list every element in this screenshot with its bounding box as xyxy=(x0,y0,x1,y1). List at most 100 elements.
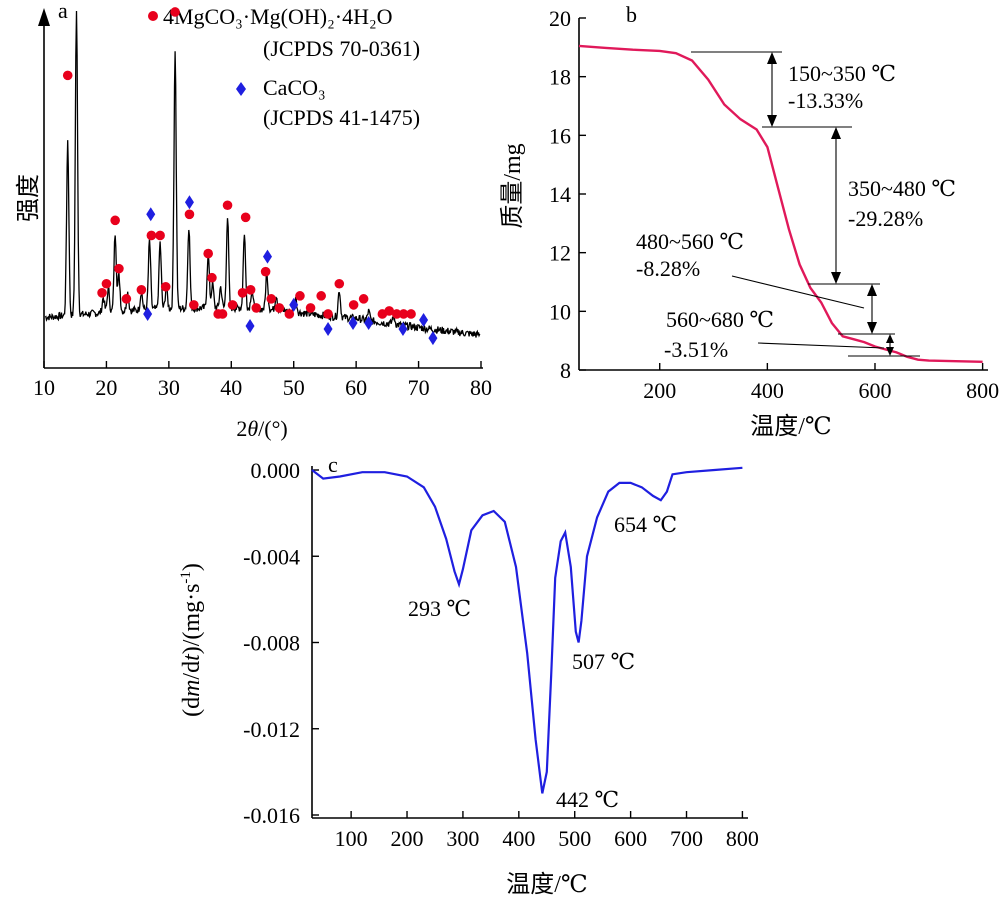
panel-a-legend: 4MgCO₃·Mg(OH)₂·4H₂O (JCPDS 70-0361) CaCO… xyxy=(148,4,420,130)
c-peak-label-507: 507 ℃ xyxy=(572,649,635,674)
a-ca-peak-marker xyxy=(245,319,255,334)
a-ca-peak-marker xyxy=(348,316,358,331)
b-y-tick-label: 16 xyxy=(549,123,571,148)
b-ann3-arrowhead-down xyxy=(867,322,877,334)
a-mg-peak-marker xyxy=(391,309,402,319)
panel-c-axes xyxy=(311,466,748,819)
a-mg-peak-marker xyxy=(217,309,228,319)
a-mg-peak-marker xyxy=(121,294,132,304)
a-mg-peak-marker xyxy=(240,212,251,223)
c-y-tick-label: -0.008 xyxy=(243,631,300,656)
c-x-tick-label: 100 xyxy=(335,826,368,851)
a-mg-peak-marker xyxy=(284,309,295,319)
a-mg-peak-marker xyxy=(222,200,233,211)
a-mg-peak-marker xyxy=(237,288,248,298)
c-peak-label-654: 654 ℃ xyxy=(614,512,677,537)
b-ann3-range: 480~560 ℃ xyxy=(636,229,744,254)
b-x-tick-label: 400 xyxy=(751,378,784,403)
panel-b-x-axis-label: 温度/℃ xyxy=(750,413,832,440)
c-y-tick-label: 0.000 xyxy=(251,458,301,483)
a-mg-peak-marker xyxy=(203,248,213,259)
panel-b-annotations: 150~350 ℃ -13.33% 350~480 ℃ -29.28% 480~… xyxy=(636,51,956,362)
b-y-tick-label: 20 xyxy=(549,6,571,31)
b-y-tick-label: 14 xyxy=(549,182,571,207)
panel-a-xrd-chart: a 强度 2θ/(°) 4MgCO₃·Mg(OH)₂·4H₂O (JCPDS 7… xyxy=(15,0,492,441)
a-mg-peak-marker xyxy=(184,209,195,220)
a-ca-peak-marker xyxy=(428,331,438,346)
a-ca-peak-marker xyxy=(184,195,194,210)
a-ca-peak-marker xyxy=(289,297,299,312)
panel-a-peak-markers xyxy=(62,7,438,346)
b-y-tick-label: 8 xyxy=(560,358,571,383)
panel-a-y-axis-label: 强度 xyxy=(15,174,42,222)
a-mg-peak-marker xyxy=(160,281,171,292)
b-ann4-arrowhead-down xyxy=(886,347,894,356)
a-mg-peak-marker xyxy=(245,285,256,295)
a-ca-peak-marker xyxy=(143,306,153,321)
legend-label-mgco3: 4MgCO₃·Mg(OH)₂·4H₂O xyxy=(163,4,393,29)
a-mg-peak-marker xyxy=(334,278,345,289)
b-ann2-range: 350~480 ℃ xyxy=(848,176,956,201)
b-y-tick-label: 18 xyxy=(549,65,571,90)
a-mg-peak-marker xyxy=(101,278,112,289)
legend-marker-mgco3 xyxy=(148,11,158,21)
panel-c-dtg-curve xyxy=(311,466,743,794)
a-mg-peak-marker xyxy=(170,7,180,17)
legend-jcpds-mgco3: (JCPDS 70-0361) xyxy=(263,36,420,61)
a-x-tick-label: 20 xyxy=(95,375,117,400)
panel-c-x-axis-label: 温度/℃ xyxy=(506,871,588,898)
a-ca-peak-marker xyxy=(419,313,429,327)
panel-b-y-axis-label: 质量/mg xyxy=(499,143,526,228)
a-ca-peak-marker xyxy=(262,249,272,264)
a-ca-peak-marker xyxy=(146,207,156,222)
a-ca-peak-marker xyxy=(364,316,374,331)
a-mg-peak-marker xyxy=(251,303,262,313)
panel-a-xrd-pattern xyxy=(44,10,481,338)
a-mg-peak-marker xyxy=(189,300,199,310)
a-x-tick-label: 40 xyxy=(220,375,242,400)
b-ann2-arrowhead-down xyxy=(831,272,841,284)
a-mg-peak-marker xyxy=(146,230,157,241)
b-ann4-arrowhead-up xyxy=(886,334,894,343)
c-y-tick-label: -0.016 xyxy=(243,803,300,828)
c-y-tick-label: -0.004 xyxy=(243,544,300,569)
a-mg-peak-marker xyxy=(358,294,369,304)
panel-a-axes xyxy=(38,8,483,369)
a-mg-peak-marker xyxy=(348,300,359,310)
b-y-tick-label: 10 xyxy=(549,299,571,324)
a-mg-peak-marker xyxy=(260,266,271,277)
panel-c-dtg-chart: c (dm/dt)/(mg·s-1) 温度/℃ 0.000 -0.004 -0.00… xyxy=(178,452,759,898)
a-mg-peak-marker xyxy=(398,309,409,319)
a-mg-peak-marker xyxy=(406,309,416,319)
panel-a-ticks: 10 20 30 40 50 60 70 80 xyxy=(33,361,492,400)
a-mg-peak-marker xyxy=(114,263,124,274)
a-mg-peak-marker xyxy=(110,215,120,226)
b-ann2-arrowhead-up xyxy=(831,127,841,139)
b-x-tick-label: 800 xyxy=(966,378,999,403)
a-mg-peak-marker xyxy=(266,294,277,304)
panel-b-tg-curve xyxy=(578,44,983,363)
c-peak-label-442: 442 ℃ xyxy=(556,787,619,812)
a-x-tick-label: 60 xyxy=(345,375,367,400)
panel-c-y-axis-label: (dm/dt)/(mg·s-1) xyxy=(178,563,205,717)
panel-b-letter: b xyxy=(626,2,637,27)
a-mg-peak-marker xyxy=(274,303,285,313)
b-x-tick-label: 200 xyxy=(643,378,676,403)
c-x-tick-label: 500 xyxy=(558,826,591,851)
c-peak-label-293: 293 ℃ xyxy=(408,596,471,621)
b-ann3-leader xyxy=(731,275,865,309)
a-mg-peak-marker xyxy=(155,230,165,241)
c-x-tick-label: 600 xyxy=(614,826,647,851)
a-mg-peak-marker xyxy=(316,291,326,301)
b-ann1-loss: -13.33% xyxy=(788,88,863,113)
b-ann1-arrowhead-down xyxy=(767,115,777,127)
a-mg-peak-marker xyxy=(97,288,107,298)
panel-b-tg-chart: b 质量/mg 温度/℃ 8 10 12 14 16 18 20 200 400 600 800 1… xyxy=(499,2,999,440)
panel-b-ticks: 8 10 12 14 16 18 20 200 400 600 800 xyxy=(549,6,999,403)
a-mg-peak-marker xyxy=(227,300,238,310)
legend-label-caco3: CaCO₃ xyxy=(263,75,326,100)
a-mg-peak-marker xyxy=(323,309,333,319)
a-mg-peak-marker xyxy=(62,70,73,81)
b-ann4-range: 560~680 ℃ xyxy=(666,307,774,332)
